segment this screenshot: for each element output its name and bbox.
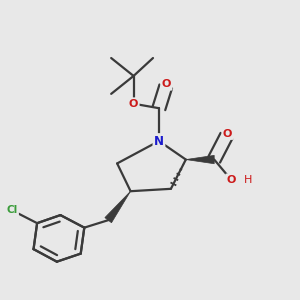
Text: Cl: Cl [6, 205, 18, 215]
Text: O: O [226, 175, 236, 185]
Text: O: O [162, 79, 171, 89]
Polygon shape [105, 191, 130, 223]
Text: O: O [129, 99, 138, 109]
Polygon shape [186, 155, 214, 164]
Text: O: O [223, 129, 232, 139]
Text: N: N [154, 134, 164, 148]
Text: H: H [244, 175, 253, 185]
